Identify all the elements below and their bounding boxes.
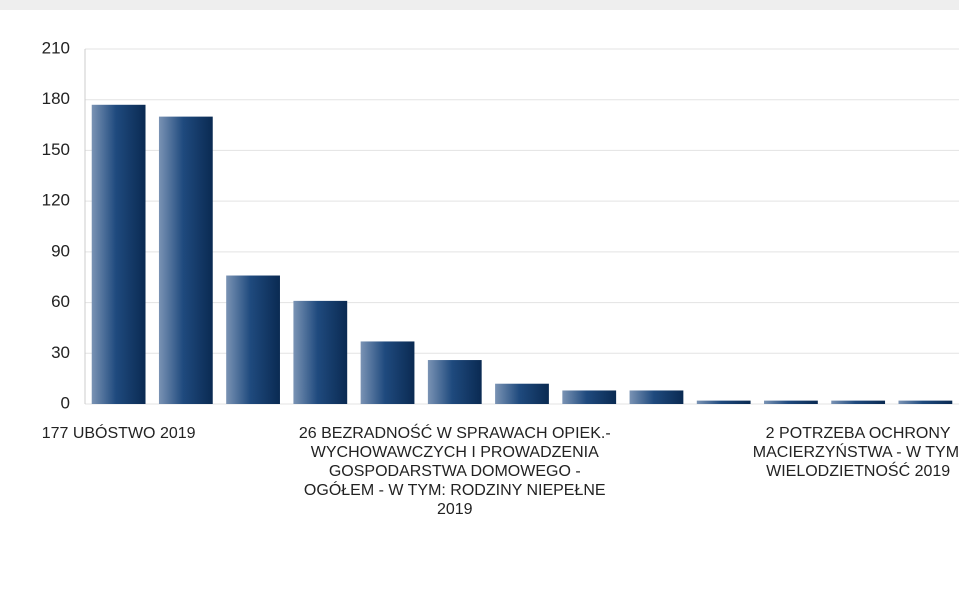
bar [293,300,348,404]
x-tick-label: 26 BEZRADNOŚĆ W SPRAWACH OPIEK.-WYCHOWAW… [298,425,611,518]
bar [158,116,213,404]
bar [629,390,684,404]
bar [696,400,751,404]
bar [427,360,482,404]
y-tick-label: 30 [51,343,70,362]
y-tick-label: 60 [51,292,70,311]
bar [226,275,280,404]
bar [764,400,818,404]
y-tick-label: 180 [42,89,70,108]
bar [91,104,146,405]
bar [495,383,549,404]
bar [831,400,886,404]
bar [898,400,953,404]
y-tick-label: 150 [42,140,70,159]
bar [360,341,415,404]
y-tick-label: 0 [61,393,70,412]
x-tick-label: 2 POTRZEBA OCHRONY MACIERZYŃSTWA - W TYM… [752,425,959,480]
y-tick-label: 90 [51,241,70,260]
bar [562,390,617,404]
x-tick-label: 177 UBÓSTWO 2019 [41,425,196,442]
top-strip [0,0,959,10]
y-tick-label: 120 [42,191,70,210]
y-tick-label: 210 [42,38,70,57]
